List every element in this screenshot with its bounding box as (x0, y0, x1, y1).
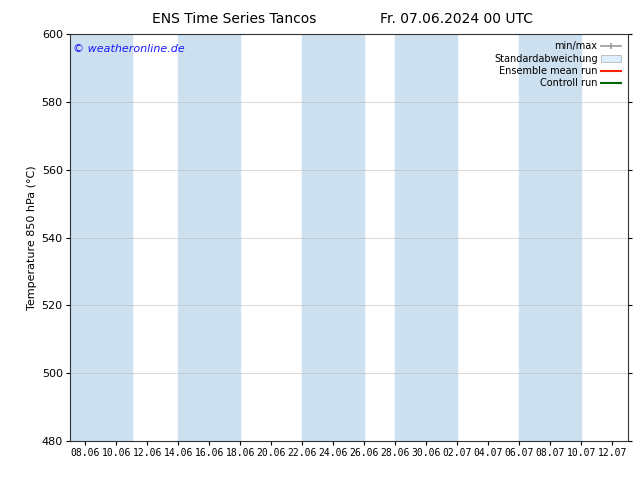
Bar (519, 34, 581, 441)
Legend: min/max, Standardabweichung, Ensemble mean run, Controll run: min/max, Standardabweichung, Ensemble me… (492, 39, 623, 90)
Bar (302, 34, 364, 441)
Bar (70, 34, 132, 441)
Y-axis label: Temperature 850 hPa (°C): Temperature 850 hPa (°C) (27, 165, 37, 310)
Bar (178, 34, 240, 441)
Text: ENS Time Series Tancos: ENS Time Series Tancos (152, 12, 317, 26)
Bar (395, 34, 457, 441)
Text: © weatheronline.de: © weatheronline.de (72, 45, 184, 54)
Text: Fr. 07.06.2024 00 UTC: Fr. 07.06.2024 00 UTC (380, 12, 533, 26)
